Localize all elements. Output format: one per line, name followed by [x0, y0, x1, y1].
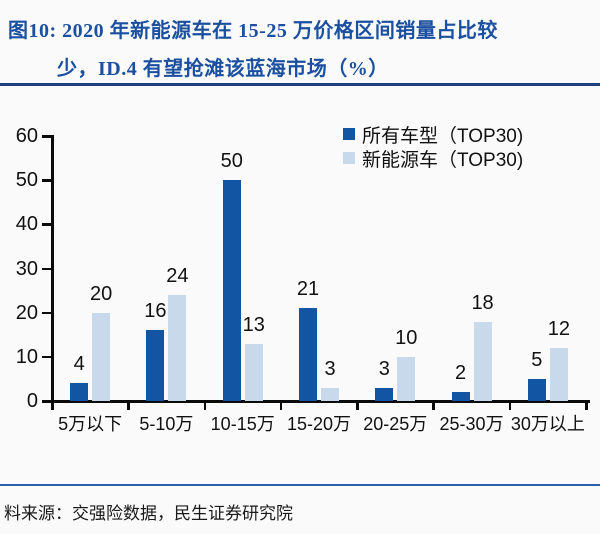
bar-new-energy	[549, 348, 568, 401]
x-tick	[127, 402, 130, 410]
bar-new-energy	[397, 356, 416, 401]
y-tick-label: 40	[15, 213, 38, 236]
x-tick	[432, 402, 435, 410]
legend-label-new-energy: 新能源车（TOP30)	[362, 149, 524, 171]
value-label: 13	[242, 313, 265, 336]
x-category-label: 25-30万	[439, 414, 504, 434]
y-tick	[42, 267, 52, 270]
footer-divider	[0, 484, 600, 486]
title-divider	[0, 83, 600, 86]
value-label: 10	[395, 326, 418, 349]
value-label: 3	[378, 357, 390, 380]
bar-all-vehicles	[375, 387, 394, 401]
source-note: 料来源：交强险数据，民生证券研究院	[4, 504, 293, 523]
value-label: 21	[296, 278, 320, 301]
x-tick	[203, 402, 207, 410]
figure-title-line2: 少，ID.4 有望抢滩该蓝海市场（%）	[57, 58, 389, 80]
y-tick	[42, 311, 52, 315]
value-label: 4	[73, 353, 85, 376]
figure-title-line1: 图10: 2020 年新能源车在 15-25 万价格区间销量占比较	[8, 20, 498, 42]
bar-all-vehicles	[299, 308, 317, 401]
value-label: 24	[166, 265, 189, 287]
y-tick-label: 10	[15, 345, 38, 368]
y-tick	[42, 179, 52, 182]
value-label: 12	[547, 318, 570, 340]
value-label: 16	[144, 300, 167, 323]
value-label: 20	[90, 282, 113, 305]
y-tick-label: 30	[15, 257, 38, 280]
x-category-label: 15-20万	[286, 414, 352, 434]
bar-all-vehicles	[146, 330, 165, 401]
bar-new-energy	[168, 295, 187, 401]
y-tick	[42, 400, 52, 403]
bar-new-energy	[321, 387, 339, 401]
x-category-label: 30万以上	[510, 414, 585, 434]
y-tick	[42, 355, 52, 359]
y-tick	[42, 223, 52, 226]
x-tick	[51, 402, 54, 410]
legend-swatch-all-vehicles-icon	[343, 128, 355, 140]
legend-label-all-vehicles: 所有车型（TOP30)	[362, 125, 524, 147]
chart-legend: 所有车型（TOP30) 新能源车（TOP30)	[343, 122, 524, 171]
legend-item-all-vehicles: 所有车型（TOP30)	[343, 122, 524, 147]
value-label: 2	[455, 362, 467, 385]
y-axis-line	[51, 135, 54, 402]
x-tick	[508, 402, 512, 410]
x-category-label: 10-15万	[210, 414, 275, 434]
legend-swatch-new-energy-icon	[343, 152, 355, 164]
x-category-label: 5万以下	[58, 414, 123, 434]
value-label: 18	[471, 291, 494, 314]
x-category-label: 20-25万	[363, 414, 428, 434]
bar-new-energy	[92, 312, 111, 401]
x-axis-line	[48, 400, 590, 403]
x-tick	[279, 402, 283, 410]
bar-all-vehicles	[222, 180, 241, 401]
bar-chart: 0 10 20 30 40 50 60 4 20 5万以下 16 24 5-10万 50 13 10-15万…	[0, 96, 600, 456]
bar-all-vehicles	[70, 383, 89, 401]
bar-new-energy	[473, 321, 492, 401]
x-tick	[585, 402, 588, 410]
legend-item-new-energy: 新能源车（TOP30)	[343, 146, 524, 171]
x-tick	[356, 402, 359, 410]
y-tick-label: 60	[15, 125, 38, 147]
value-label: 3	[324, 357, 336, 380]
bar-all-vehicles	[451, 392, 470, 401]
y-tick-label: 50	[15, 169, 38, 192]
y-tick-label: 20	[15, 301, 38, 324]
bar-new-energy	[244, 343, 263, 401]
y-tick	[42, 135, 52, 138]
value-label: 5	[531, 348, 543, 371]
x-category-label: 5-10万	[139, 414, 194, 434]
bar-all-vehicles	[527, 378, 546, 401]
value-label: 50	[220, 150, 243, 173]
y-tick-label: 0	[26, 390, 38, 412]
